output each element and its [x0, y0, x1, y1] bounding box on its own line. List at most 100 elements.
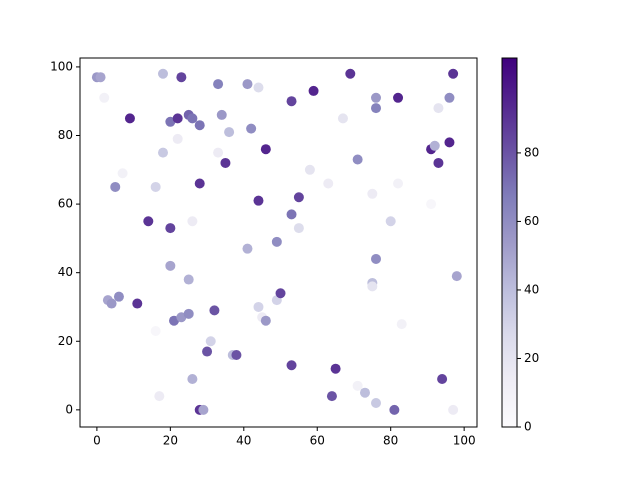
point	[117, 168, 128, 179]
point	[220, 157, 231, 168]
point	[216, 109, 227, 120]
point	[371, 103, 382, 114]
point	[260, 315, 271, 326]
point	[367, 281, 378, 292]
point	[194, 120, 205, 131]
point	[176, 72, 187, 83]
x-tick-label: 80	[383, 434, 398, 448]
point	[106, 298, 117, 309]
point	[271, 236, 282, 247]
point	[253, 195, 264, 206]
point	[308, 85, 319, 96]
y-tick-label: 0	[65, 402, 73, 416]
colorbar-tick-label: 80	[524, 145, 539, 159]
point	[113, 291, 124, 302]
point	[213, 147, 224, 158]
point	[286, 360, 297, 371]
point	[202, 346, 213, 357]
point	[143, 216, 154, 227]
x-tick-label: 20	[163, 434, 178, 448]
point	[110, 181, 121, 192]
point	[371, 397, 382, 408]
point	[451, 271, 462, 282]
point	[209, 305, 220, 316]
colorbar	[501, 57, 518, 428]
colorbar-tick-label: 20	[524, 351, 539, 365]
point	[187, 216, 198, 227]
point	[154, 391, 165, 402]
point	[337, 113, 348, 124]
point	[304, 164, 315, 175]
x-tick-label: 60	[310, 434, 325, 448]
point	[260, 144, 271, 155]
point	[323, 178, 334, 189]
point	[396, 319, 407, 330]
point	[448, 68, 459, 79]
y-tick-label: 100	[50, 59, 73, 73]
point	[95, 72, 106, 83]
point	[194, 178, 205, 189]
point	[205, 336, 216, 347]
point	[99, 92, 110, 103]
point	[172, 113, 183, 124]
point	[187, 113, 198, 124]
point	[293, 192, 304, 203]
point	[150, 325, 161, 336]
point	[275, 288, 286, 299]
point	[224, 127, 235, 138]
point	[124, 113, 135, 124]
point	[253, 82, 264, 93]
point	[165, 223, 176, 234]
y-tick-label: 80	[58, 128, 73, 142]
point	[393, 92, 404, 103]
point	[157, 68, 168, 79]
colorbar-tick-label: 0	[524, 420, 532, 434]
point	[371, 92, 382, 103]
plot-frame	[79, 57, 478, 428]
point	[286, 209, 297, 220]
point	[198, 404, 209, 415]
point	[433, 157, 444, 168]
point	[426, 199, 437, 210]
point	[448, 404, 459, 415]
colorbar-tick-label: 60	[524, 214, 539, 228]
colorbar-tick-label: 40	[524, 282, 539, 296]
point	[293, 223, 304, 234]
point	[172, 133, 183, 144]
point	[231, 349, 242, 360]
y-tick-label: 40	[58, 265, 73, 279]
x-tick-label: 100	[453, 434, 476, 448]
point	[157, 147, 168, 158]
point	[165, 260, 176, 271]
point	[345, 68, 356, 79]
point	[393, 178, 404, 189]
point	[253, 301, 264, 312]
point	[187, 373, 198, 384]
point	[444, 137, 455, 148]
point	[286, 96, 297, 107]
point	[330, 363, 341, 374]
point	[352, 380, 363, 391]
point	[183, 274, 194, 285]
point	[242, 243, 253, 254]
point	[326, 391, 337, 402]
x-tick-label: 0	[93, 434, 101, 448]
point	[385, 216, 396, 227]
point	[213, 79, 224, 90]
point	[429, 140, 440, 151]
point	[359, 387, 370, 398]
point	[367, 188, 378, 199]
point	[242, 79, 253, 90]
point	[437, 373, 448, 384]
y-tick-label: 60	[58, 197, 73, 211]
point	[352, 154, 363, 165]
point	[150, 181, 161, 192]
x-tick-label: 40	[236, 434, 251, 448]
point	[183, 308, 194, 319]
point	[132, 298, 143, 309]
point	[246, 123, 257, 134]
y-tick-label: 20	[58, 334, 73, 348]
point	[444, 92, 455, 103]
point	[389, 404, 400, 415]
